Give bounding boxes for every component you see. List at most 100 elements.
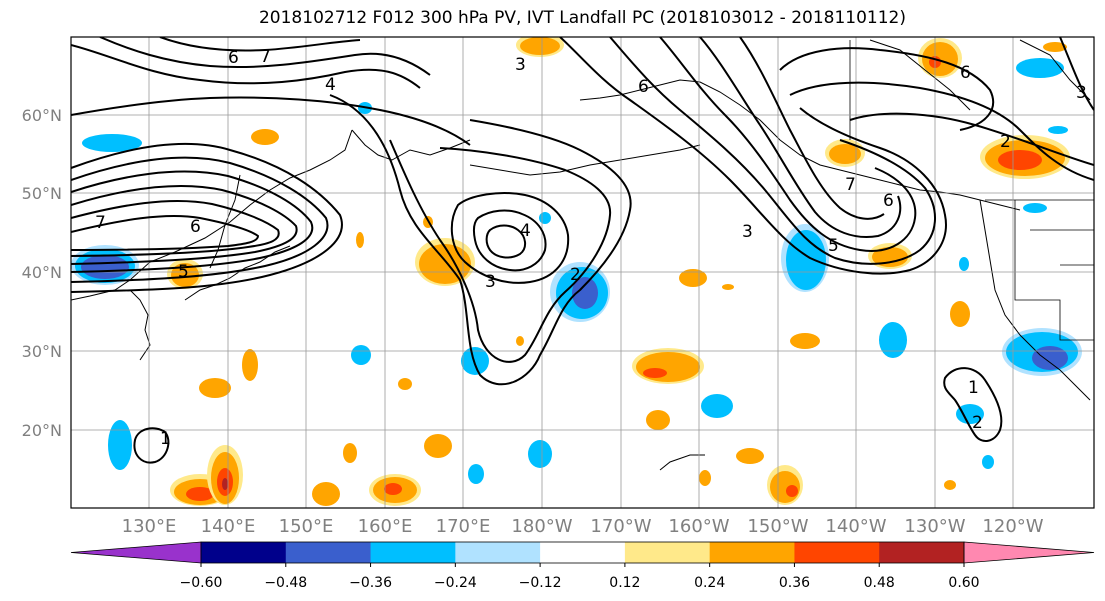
contour-label: 3: [742, 222, 753, 242]
shade-blob: [81, 255, 129, 279]
colorbar-segment: [540, 542, 626, 563]
colorbar-extend-high: [963, 541, 1095, 564]
shade-blob: [528, 440, 552, 468]
shade-blob: [539, 212, 551, 224]
colorbar-segment: [370, 542, 456, 563]
colorbar-segment: [285, 542, 372, 563]
shade-blob: [1048, 126, 1068, 134]
shade-blob: [643, 368, 667, 378]
contour-label: 7: [260, 47, 271, 67]
lon-label: 180°W: [511, 516, 572, 537]
lon-label: 170°W: [590, 516, 651, 537]
lat-label: 60°N: [22, 106, 62, 125]
colorbar-segment: [709, 542, 795, 563]
contour-label: 2: [570, 265, 581, 285]
shade-blob: [186, 487, 214, 501]
colorbar-tick-label: 0.24: [694, 575, 725, 591]
contour-label: 7: [845, 175, 856, 195]
lon-label: 150°W: [747, 516, 808, 537]
shade-blob: [956, 404, 984, 424]
lon-label: 140°W: [825, 516, 886, 537]
colorbar-segment: [455, 542, 541, 563]
lon-label: 160°W: [668, 516, 729, 537]
shade-blob: [468, 464, 484, 484]
contour-label: 2: [972, 413, 983, 433]
contour-label: 1: [968, 378, 979, 398]
shade-blob: [1023, 203, 1047, 213]
shade-blob: [646, 410, 670, 430]
shade-blob: [701, 394, 733, 418]
contour-label: 4: [520, 221, 531, 241]
shade-blob: [343, 443, 357, 463]
shade-blob: [82, 134, 142, 152]
lon-label: 130°W: [904, 516, 965, 537]
contour-label: 3: [515, 55, 526, 75]
shade-blob: [998, 150, 1042, 170]
colorbar-segment: [201, 542, 287, 563]
colorbar-tick-label: −0.48: [264, 575, 307, 591]
pv-contours: [71, 37, 1094, 464]
contour-label: 1: [160, 429, 171, 449]
shade-blob: [790, 333, 820, 349]
shade-blob: [679, 269, 707, 287]
colorbar-tick-label: 0.60: [948, 575, 979, 591]
shade-blob: [461, 347, 489, 375]
lat-label: 50°N: [22, 184, 62, 203]
colorbar-segment: [794, 542, 880, 563]
shade-blob: [872, 247, 908, 267]
lon-label: 160°E: [358, 516, 413, 537]
shade-blob: [108, 420, 132, 470]
latitude-labels: 60°N 50°N 40°N 30°N 20°N: [22, 106, 62, 440]
shade-blob: [384, 483, 402, 495]
colorbar-tick-label: 0.48: [864, 575, 895, 591]
shade-blob: [1016, 58, 1064, 78]
lon-label: 170°E: [436, 516, 491, 537]
shade-blob: [398, 378, 412, 390]
shade-blob: [636, 352, 700, 382]
contour-label: 2: [1000, 132, 1011, 152]
shade-blob: [699, 470, 711, 486]
colorbar-tick-label: −0.60: [180, 575, 223, 591]
map-title: 2018102712 F012 300 hPa PV, IVT Landfall…: [258, 8, 906, 28]
contour-label: 6: [883, 191, 894, 211]
contour-label: 6: [638, 77, 649, 97]
colorbar-tick-label: −0.12: [519, 575, 562, 591]
contour-label: 6: [960, 63, 971, 83]
shade-blob: [1043, 42, 1067, 52]
colorbar-segment: [879, 542, 965, 563]
colorbar: [70, 541, 1095, 564]
contour-label: 5: [178, 262, 189, 282]
lat-label: 40°N: [22, 263, 62, 282]
colorbar-tick-label: 0.36: [779, 575, 810, 591]
shade-blob: [199, 378, 231, 398]
contour-label: 3: [1076, 83, 1087, 103]
longitude-labels: 130°E 140°E 150°E 160°E 170°E 180°W 170°…: [122, 516, 1044, 537]
colorbar-extend-low: [70, 541, 202, 564]
shade-blob: [944, 480, 956, 490]
shade-blob: [786, 485, 798, 497]
shade-blob: [424, 434, 452, 458]
contour-label: 3: [485, 272, 496, 292]
colorbar-tick-label: −0.36: [349, 575, 392, 591]
contour-labels: 7 6 5 6 7 4 3 3 4 2 3 5 7 6 6 6 2 3 1 1 …: [95, 47, 1087, 449]
shade-blob: [516, 336, 524, 346]
shade-blob: [786, 230, 826, 290]
shade-blob: [171, 263, 199, 287]
shade-blob: [829, 144, 861, 164]
contour-label: 6: [190, 217, 201, 237]
colorbar-tick-labels: −0.60 −0.48 −0.36 −0.24 −0.12 0.12 0.24 0.36 0.4…: [180, 563, 980, 591]
lon-label: 130°E: [122, 516, 177, 537]
contour-label: 6: [228, 48, 239, 68]
shade-blob: [312, 482, 340, 506]
colorbar-segment: [624, 542, 711, 563]
lat-label: 20°N: [22, 421, 62, 440]
colorbar-frame: [200, 541, 965, 564]
contour-label: 5: [828, 236, 839, 256]
shade-blob: [736, 448, 764, 464]
shade-blob: [351, 345, 371, 365]
shade-blob: [950, 301, 970, 327]
lon-label: 140°E: [201, 516, 256, 537]
shade-blob: [1032, 346, 1068, 370]
shade-blob: [520, 37, 560, 55]
contour-label: 4: [325, 75, 336, 95]
